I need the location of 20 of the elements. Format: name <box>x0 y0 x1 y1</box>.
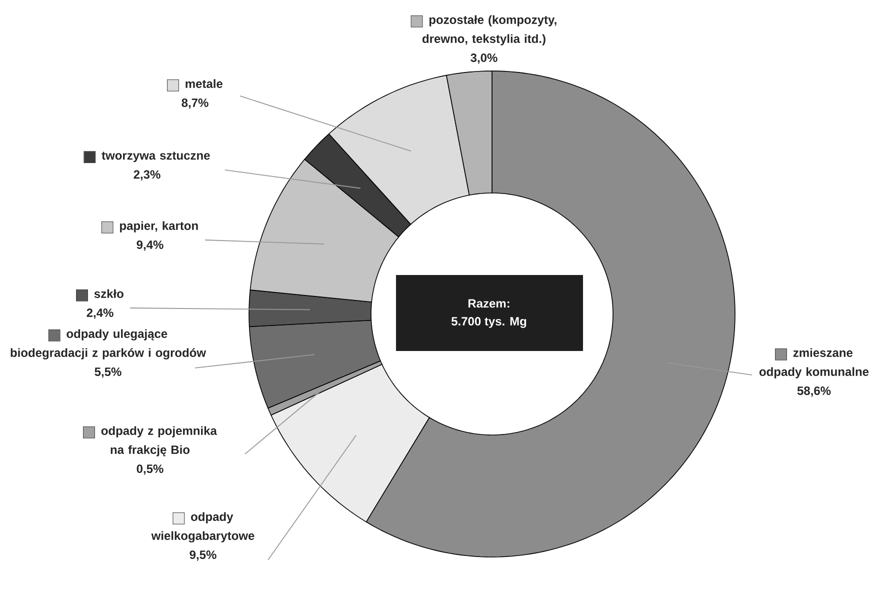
legend-label: szkło <box>94 289 124 298</box>
data-label: 5,5% <box>94 368 122 378</box>
legend-label: metale <box>186 79 222 88</box>
text: 5.700 tys. Mg <box>451 317 526 328</box>
legend-label: odpady wielkogabarytowe <box>151 512 254 542</box>
data-label: 9,4% <box>136 240 164 251</box>
data-label: 0,5% <box>136 464 164 475</box>
data-label: 2,4% <box>86 308 114 319</box>
legend-label: pozostałe (kompozyty, drewno, tekstylia itd.) <box>422 15 556 46</box>
data-label: 3,0% <box>470 54 498 64</box>
data-label: 9,5% <box>190 550 216 561</box>
legend-label: zmieszane odpady komunalne <box>759 348 869 378</box>
data-label: 8,7% <box>182 98 208 109</box>
legend-label: papier, karton <box>120 221 198 232</box>
legend-label: odpady ulegające biodegradacji z parków i ogrodów <box>10 329 206 360</box>
legend-label: tworzywa sztuczne <box>102 152 210 162</box>
data-label: 58,6% <box>797 386 831 397</box>
legend-label: odpady z pojemnika na frakcję Bio <box>101 426 217 456</box>
data-label: 2,3% <box>134 170 160 180</box>
text: Razem: <box>468 299 510 308</box>
